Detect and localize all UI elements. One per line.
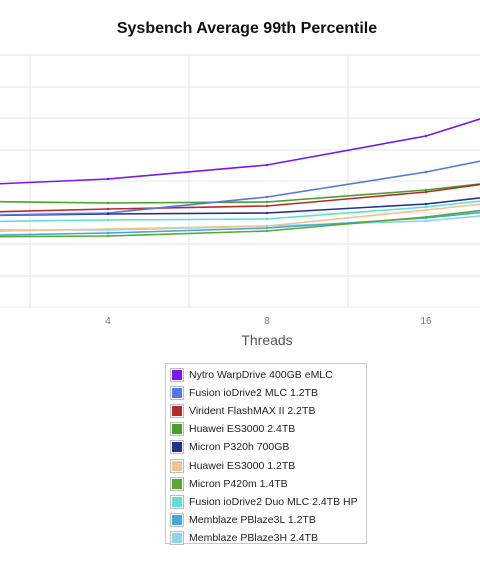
series-point-6 (106, 234, 110, 238)
series-point-8 (106, 231, 110, 235)
series-line-1 (0, 160, 480, 216)
legend-label: Micron P320h 700GB (189, 441, 290, 454)
legend-label: Huawei ES3000 2.4TB (189, 423, 296, 436)
series-point-9 (424, 219, 428, 223)
series-point-8 (265, 226, 269, 230)
legend-label: Memblaze PBlaze3L 1.2TB (189, 513, 316, 526)
legend-swatch (170, 440, 184, 455)
plot-area: 4 8 16 (0, 54, 480, 327)
legend-item: Huawei ES3000 2.4TB (170, 420, 366, 438)
legend-label: Fusion ioDrive2 MLC 1.2TB (189, 387, 318, 400)
series-point-3 (106, 201, 110, 205)
series-line-6 (0, 209, 480, 238)
series-point-4 (265, 211, 269, 215)
series-point-2 (265, 204, 269, 208)
series-point-9 (265, 224, 269, 228)
legend-swatch (170, 512, 184, 527)
series-point-7 (106, 218, 110, 222)
legend-item: Huawei ES3000 1.2TB (170, 456, 366, 474)
legend-item: Virident FlashMAX II 2.2TB (170, 402, 366, 420)
series-line-4 (0, 197, 480, 217)
legend-label: Fusion ioDrive2 Duo MLC 2.4TB HP (189, 495, 358, 508)
series-point-1 (424, 170, 428, 174)
series-point-2 (424, 190, 428, 194)
legend: Nytro WarpDrive 400GB eMLC Fusion ioDrive… (165, 363, 367, 547)
series-point-1 (265, 195, 269, 199)
series-point-6 (265, 229, 269, 233)
legend-label: Huawei ES3000 1.2TB (189, 459, 296, 472)
series-point-0 (265, 163, 269, 167)
legend-item: Micron P420m 1.4TB (170, 475, 366, 493)
series-point-4 (424, 202, 428, 206)
series-line-2 (0, 183, 480, 213)
legend-item: Fusion ioDrive2 MLC 1.2TB (170, 384, 366, 402)
series-line-3 (0, 183, 480, 204)
legend-item: Micron P320h 700GB (170, 438, 366, 456)
series-point-3 (424, 188, 428, 192)
legend-item: Fusion ioDrive2 Duo MLC 2.4TB HP (170, 493, 366, 511)
x-tick-label: 4 (105, 316, 111, 327)
x-tick-label: 16 (420, 316, 432, 327)
legend-label: Micron P420m 1.4TB (189, 477, 288, 490)
series-line-7 (0, 200, 480, 223)
legend-swatch (170, 368, 184, 383)
series-point-8 (424, 216, 428, 220)
series-point-2 (106, 207, 110, 211)
legend-swatch (170, 530, 184, 545)
series-line-5 (0, 203, 480, 232)
series-point-9 (106, 228, 110, 232)
chart-title: Sysbench Average 99th Percentile (116, 20, 378, 37)
series-point-4 (106, 212, 110, 216)
series-line-8 (0, 211, 480, 236)
legend-label: Virident FlashMAX II 2.2TB (189, 405, 316, 418)
series-point-7 (265, 217, 269, 221)
series-point-5 (424, 208, 428, 212)
series-point-7 (424, 205, 428, 209)
series-point-3 (265, 200, 269, 204)
legend-item: Memblaze PBlaze3H 2.4TB (170, 529, 366, 547)
x-tick-label: 8 (264, 316, 270, 327)
legend-swatch (170, 386, 184, 401)
x-axis-label: Threads (241, 332, 293, 348)
legend-swatch (170, 458, 184, 473)
legend-swatch (170, 494, 184, 509)
series-point-0 (424, 134, 428, 138)
legend-item: Nytro WarpDrive 400GB eMLC (170, 366, 366, 384)
legend-swatch (170, 404, 184, 419)
series-line-0 (0, 118, 480, 185)
legend-swatch (170, 476, 184, 491)
series-point-0 (106, 177, 110, 181)
legend-label: Nytro WarpDrive 400GB eMLC (189, 369, 333, 382)
legend-label: Memblaze PBlaze3H 2.4TB (189, 531, 318, 544)
legend-swatch (170, 422, 184, 437)
legend-item: Memblaze PBlaze3L 1.2TB (170, 511, 366, 529)
